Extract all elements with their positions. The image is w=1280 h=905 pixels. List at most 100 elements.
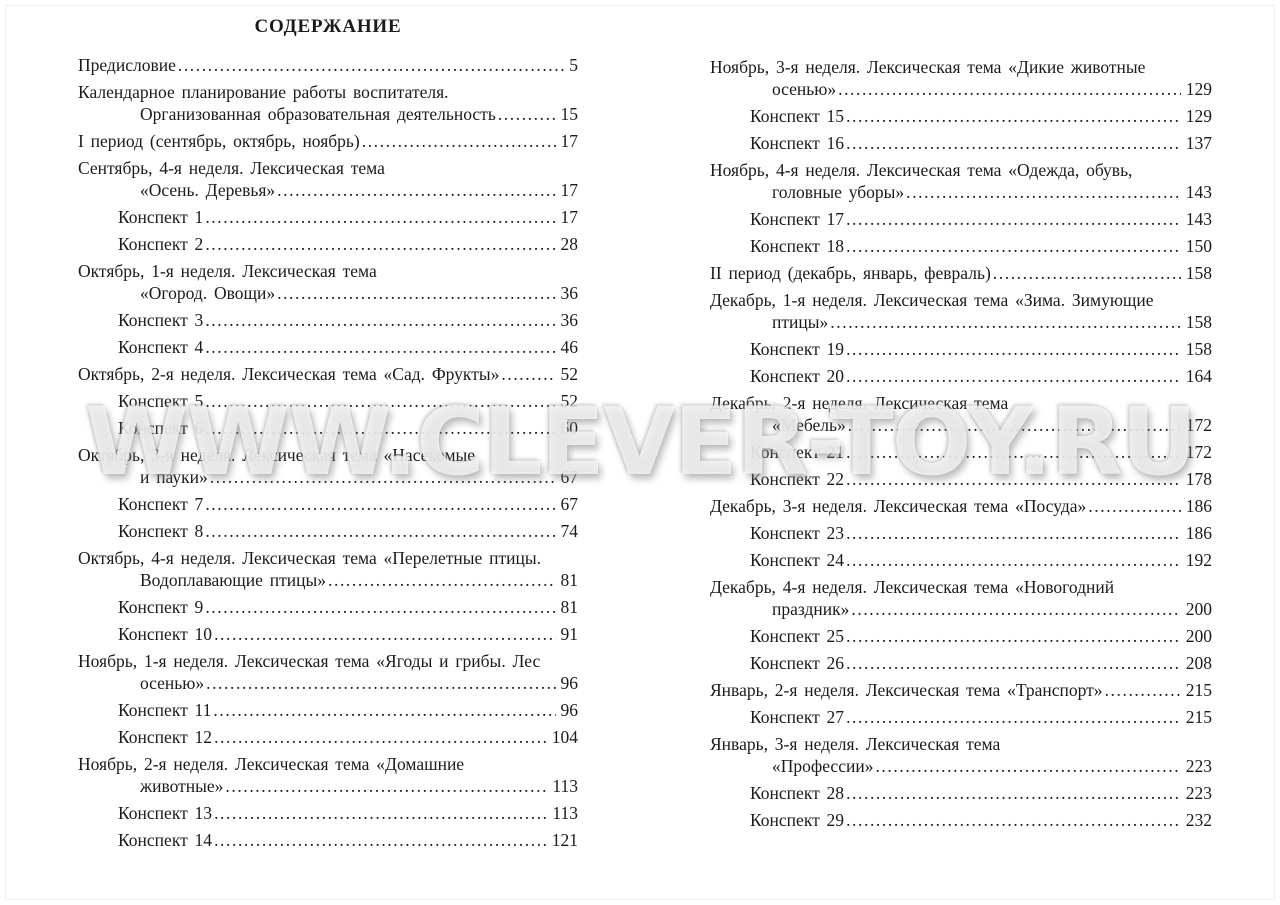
toc-entry: Конспект 11 96 xyxy=(78,699,578,721)
toc-entry-text: Конспект 3 xyxy=(118,310,204,330)
toc-entry-line: Ноябрь, 4-я неделя. Лексическая тема «Од… xyxy=(710,160,1133,180)
toc-entry-line: Ноябрь, 1-я неделя. Лексическая тема «Яг… xyxy=(78,651,541,671)
toc-entry-text: Конспект 13 xyxy=(118,803,213,823)
toc-leader-dots xyxy=(205,336,555,358)
toc-leader-dots xyxy=(214,623,555,645)
toc-entry-line: Конспект 22 178 xyxy=(750,468,1212,490)
toc-entry-line: Декабрь, 1-я неделя. Лексическая тема «З… xyxy=(710,290,1154,310)
toc-entry-line: Октябрь, 3-я неделя. Лексическая тема «Н… xyxy=(78,445,476,465)
toc-leader-dots xyxy=(205,233,555,255)
toc-entry-line: «Осень. Деревья» 17 xyxy=(140,179,578,201)
toc-entry: Октябрь, 1-я неделя. Лексическая тема «Ог… xyxy=(78,260,578,304)
toc-leader-dots xyxy=(214,829,547,851)
toc-leader-dots xyxy=(846,441,1181,463)
toc-entry: Конспект 27 215 xyxy=(710,706,1212,728)
toc-entry: Конспект 16 137 xyxy=(710,132,1212,154)
toc-entry: Конспект 23 186 xyxy=(710,522,1212,544)
toc-entry-line: Конспект 16 137 xyxy=(750,132,1212,154)
toc-entry-text: Конспект 23 xyxy=(750,523,845,543)
toc-page-number: 186 xyxy=(1185,523,1212,543)
toc-entry-text: Конспект 5 xyxy=(118,391,204,411)
toc-entry-text: осенью» xyxy=(772,79,837,99)
toc-page-number: 164 xyxy=(1185,366,1212,386)
toc-entry: Декабрь, 4-я неделя. Лексическая тема «Н… xyxy=(710,576,1212,620)
toc-entry-text: Конспект 28 xyxy=(750,783,845,803)
toc-leader-dots xyxy=(277,179,555,201)
toc-entry-text: Конспект 27 xyxy=(750,707,845,727)
toc-page-number: 208 xyxy=(1185,653,1212,673)
toc-entry-line: Конспект 11 96 xyxy=(118,699,578,721)
toc-entry-text: осенью» xyxy=(140,673,205,693)
toc-entry: Конспект 24 192 xyxy=(710,549,1212,571)
toc-entry-line: Конспект 21 172 xyxy=(750,441,1212,463)
toc-entry: Конспект 15 129 xyxy=(710,105,1212,127)
toc-entry: Конспект 8 74 xyxy=(78,520,578,542)
toc-entry-line: Сентябрь, 4-я неделя. Лексическая тема xyxy=(78,158,385,178)
toc-page-number: 143 xyxy=(1185,182,1212,202)
toc-leader-dots xyxy=(838,78,1181,100)
toc-entry-text: Конспект 1 xyxy=(118,207,204,227)
toc-entry-line: Октябрь, 4-я неделя. Лексическая тема «П… xyxy=(78,548,541,568)
toc-entry: Сентябрь, 4-я неделя. Лексическая тема «О… xyxy=(78,157,578,201)
toc-leader-dots xyxy=(846,132,1181,154)
toc-entry-line: Конспект 10 91 xyxy=(118,623,578,645)
toc-leader-dots xyxy=(205,309,555,331)
toc-page-number: 150 xyxy=(1185,236,1212,256)
toc-entry-text: и пауки» xyxy=(140,467,208,487)
toc-column-left: СОДЕРЖАНИЕ Предисловие 5 Календарное плани… xyxy=(78,16,578,856)
toc-entry: Конспект 29 232 xyxy=(710,809,1212,831)
toc-page-number: 81 xyxy=(560,597,579,617)
toc-entry-text: «Мебель» xyxy=(772,415,846,435)
toc-leader-dots xyxy=(846,549,1181,571)
toc-entry-text: Конспект 25 xyxy=(750,626,845,646)
toc-entry: Календарное планирование работы воспитат… xyxy=(78,81,578,125)
toc-entry-line: Конспект 4 46 xyxy=(118,336,578,358)
toc-entry-line: II период (декабрь, январь, февраль) 158 xyxy=(710,262,1212,284)
toc-page-number: 52 xyxy=(560,364,579,384)
toc-entry-text: Конспект 22 xyxy=(750,469,845,489)
toc-entry-text: Конспект 24 xyxy=(750,550,845,570)
toc-entry-line: Декабрь, 3-я неделя. Лексическая тема «П… xyxy=(710,495,1212,517)
toc-entry: Конспект 5 52 xyxy=(78,390,578,412)
toc-entry: Конспект 13 113 xyxy=(78,802,578,824)
toc-entry-line: Ноябрь, 3-я неделя. Лексическая тема «Ди… xyxy=(710,57,1146,77)
toc-entry: Конспект 6 60 xyxy=(78,417,578,439)
toc-leader-dots xyxy=(205,390,555,412)
toc-page-number: 223 xyxy=(1185,756,1212,776)
toc-page-number: 17 xyxy=(560,207,579,227)
toc-leader-dots xyxy=(498,103,556,125)
toc-leader-dots xyxy=(846,365,1181,387)
toc-entry-line: Конспект 12 104 xyxy=(118,726,578,748)
toc-entry: Ноябрь, 1-я неделя. Лексическая тема «Яг… xyxy=(78,650,578,694)
toc-entry-line: «Мебель» 172 xyxy=(772,414,1212,436)
toc-entry-line: Конспект 18 150 xyxy=(750,235,1212,257)
toc-page-number: 96 xyxy=(560,673,579,693)
toc-page-number: 52 xyxy=(560,391,579,411)
toc-entry: Конспект 2 28 xyxy=(78,233,578,255)
toc-leader-dots xyxy=(501,363,555,385)
toc-entry-line: Конспект 1 17 xyxy=(118,206,578,228)
toc-entry-line: Конспект 13 113 xyxy=(118,802,578,824)
toc-entry-line: «Профессии» 223 xyxy=(772,755,1212,777)
toc-entry-line: Конспект 2 28 xyxy=(118,233,578,255)
toc-entry-line: Конспект 3 36 xyxy=(118,309,578,331)
toc-entry: Конспект 18 150 xyxy=(710,235,1212,257)
toc-leader-dots xyxy=(205,206,555,228)
toc-entry-text: Конспект 4 xyxy=(118,337,204,357)
toc-page-number: 172 xyxy=(1185,415,1212,435)
toc-entry: Ноябрь, 2-я неделя. Лексическая тема «До… xyxy=(78,753,578,797)
toc-entry-line: Январь, 3-я неделя. Лексическая тема xyxy=(710,734,1001,754)
toc-page-number: 74 xyxy=(560,521,579,541)
toc-page-number: 215 xyxy=(1185,680,1212,700)
toc-leader-dots xyxy=(214,802,547,824)
toc-entry-text: Конспект 19 xyxy=(750,339,845,359)
toc-entry-line: Декабрь, 4-я неделя. Лексическая тема «Н… xyxy=(710,577,1115,597)
toc-entry-text: Конспект 12 xyxy=(118,727,213,747)
toc-page-number: 200 xyxy=(1185,599,1212,619)
toc-leader-dots xyxy=(846,105,1181,127)
toc-entry-text: Конспект 26 xyxy=(750,653,845,673)
toc-entry-line: «Огород. Овощи» 36 xyxy=(140,282,578,304)
toc-page-number: 67 xyxy=(560,467,579,487)
toc-page-number: 17 xyxy=(560,131,579,151)
toc-entry-text: Конспект 21 xyxy=(750,442,845,462)
